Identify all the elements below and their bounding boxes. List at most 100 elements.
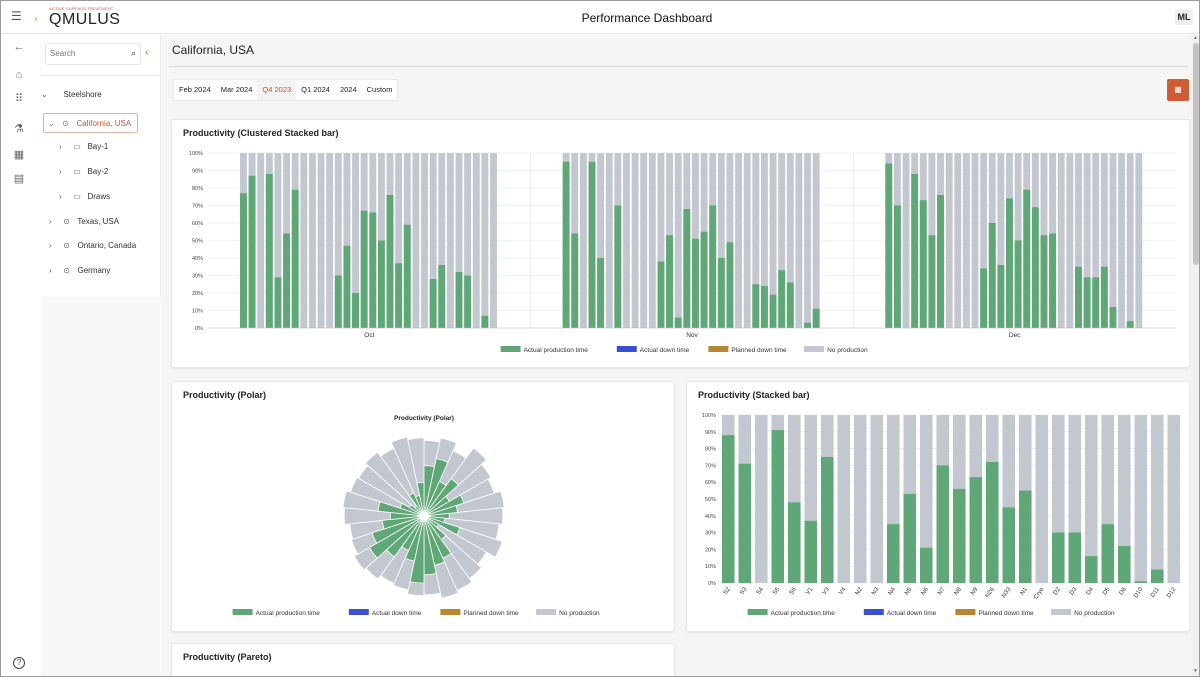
report-icon[interactable]: ▤: [13, 173, 25, 185]
bar-no-production: [326, 153, 334, 328]
tree-item-draws[interactable]: › ▭ Draws: [59, 187, 110, 207]
site-tree-panel: ⌕ ‹ ⌄ Steelshore ⌄ ⊙ California, USA › ▭…: [37, 35, 161, 676]
bar-actual-production: [1052, 532, 1065, 583]
bar-actual-production: [903, 493, 917, 583]
page-scrollbar[interactable]: ▲ ▼: [1191, 35, 1199, 676]
bar-actual-production: [1118, 546, 1131, 583]
x-tick-label: N7: [937, 586, 947, 596]
bar-no-production: [1100, 153, 1108, 328]
x-tick-label: D5: [1102, 586, 1112, 596]
tree-item-bay-1[interactable]: › ▭ Bay-1: [59, 137, 108, 157]
bar-actual-production: [343, 245, 351, 328]
bar-no-production: [455, 153, 463, 328]
y-tick-label: 80%: [192, 186, 203, 192]
tab-feb-2024[interactable]: Feb 2024: [179, 85, 211, 94]
tab-custom[interactable]: Custom: [366, 85, 393, 94]
folder-icon: ▭: [73, 142, 81, 151]
tree-item-texas[interactable]: › ⊙ Texas, USA: [49, 212, 119, 232]
x-tick-label: S3: [739, 586, 749, 596]
x-tick-label: N5: [904, 586, 914, 596]
bar-actual-production: [657, 261, 665, 328]
scroll-down-icon[interactable]: ▼: [1193, 668, 1198, 674]
y-tick-label: 0%: [708, 581, 716, 587]
help-icon[interactable]: ?: [13, 657, 25, 669]
chevron-down-icon[interactable]: ⌄: [48, 119, 55, 128]
polar-slice-actual-production: [368, 515, 425, 559]
bar-actual-production: [1100, 266, 1108, 328]
bar-no-production: [631, 153, 639, 328]
chevron-down-icon[interactable]: ⌄: [41, 90, 48, 99]
x-tick-label: S4: [756, 586, 766, 596]
back-arrow-icon[interactable]: ←: [13, 41, 25, 53]
tab-2024[interactable]: 2024: [339, 85, 357, 94]
clustered-bar-chart: 0% 10% 20% 30% 40% 50% 60% 70% 80% 90% 100% Oct Nov D…: [189, 151, 1176, 354]
bar-actual-production: [726, 242, 734, 328]
tree-item-ontario[interactable]: › ⊙ Ontario, Canada: [49, 236, 136, 256]
user-avatar[interactable]: ML: [1175, 9, 1193, 25]
chevron-right-icon[interactable]: ›: [49, 217, 52, 226]
x-tick-label: D12: [1166, 586, 1178, 599]
pareto-chart-card: Productivity (Pareto): [171, 643, 675, 676]
x-tick-label: V4: [838, 586, 848, 596]
bar-no-production: [1085, 415, 1098, 583]
chevron-right-icon[interactable]: ›: [59, 167, 62, 176]
bar-actual-production: [1126, 321, 1134, 328]
search-input[interactable]: [50, 49, 124, 58]
x-tick-label: D10: [1133, 586, 1145, 599]
tab-q1-2024[interactable]: Q1 2024: [301, 85, 330, 94]
bar-no-production: [786, 153, 794, 328]
tree-item-california[interactable]: ⌄ ⊙ California, USA: [43, 113, 139, 133]
polar-slice-actual-production: [423, 512, 450, 520]
x-tick-label: N26: [985, 586, 997, 599]
y-tick-label: 70%: [192, 204, 203, 210]
chevron-right-icon[interactable]: ›: [59, 192, 62, 201]
location-pin-icon: ⊙: [62, 119, 69, 128]
legend-label: Actual production time: [256, 610, 321, 617]
bar-actual-production: [274, 277, 282, 328]
x-tick-label: N9: [970, 586, 980, 596]
layout-grid-button[interactable]: ▦: [1167, 79, 1189, 101]
tab-mar-2024[interactable]: Mar 2024: [220, 85, 253, 94]
bar-actual-production: [804, 520, 818, 583]
logo[interactable]: ‹ ACTIVE SURFACE TREATMENT QMULUS: [35, 6, 125, 30]
scrollbar-thumb[interactable]: [1193, 43, 1199, 265]
tree-item-germany[interactable]: › ⊙ Germany: [49, 261, 110, 281]
y-tick-label: 90%: [192, 169, 203, 175]
search-box[interactable]: ⌕: [45, 43, 141, 65]
chevron-right-icon[interactable]: ›: [59, 142, 62, 151]
tree-item-bay-2[interactable]: › ▭ Bay-2: [59, 162, 108, 182]
bar-no-production: [980, 153, 988, 328]
bar-no-production: [317, 153, 325, 328]
tree-background: [41, 297, 161, 676]
bar-no-production: [648, 153, 656, 328]
tree-item-label: California, USA: [76, 119, 132, 128]
legend-label: No production: [559, 610, 600, 617]
card-title: Productivity (Polar): [183, 390, 267, 400]
home-icon[interactable]: ⌂: [15, 69, 23, 81]
tree-item-label: Germany: [77, 266, 111, 275]
tree-root-steelshore[interactable]: ⌄ Steelshore: [41, 85, 102, 105]
scroll-up-icon[interactable]: ▲: [1193, 35, 1198, 41]
bar-no-production: [795, 153, 803, 328]
collapse-panel-icon[interactable]: ‹: [145, 47, 149, 58]
bar-actual-production: [1075, 266, 1082, 328]
y-tick-label: 100%: [189, 151, 203, 157]
logo-tagline: ACTIVE SURFACE TREATMENT: [49, 6, 114, 11]
apps-grid-icon[interactable]: ⠿: [14, 93, 24, 105]
chevron-right-icon[interactable]: ›: [49, 266, 52, 275]
tree-divider: [41, 75, 159, 76]
top-bar: ☰ ‹ ACTIVE SURFACE TREATMENT QMULUS Perf…: [1, 1, 1199, 34]
bar-no-production: [1057, 153, 1065, 328]
x-tick-label: N33: [1001, 586, 1013, 599]
dashboard-icon[interactable]: ▦: [13, 149, 25, 161]
bar-actual-production: [997, 265, 1005, 328]
bar-no-production: [1134, 415, 1148, 583]
bar-actual-production: [562, 161, 570, 328]
menu-icon[interactable]: ☰: [11, 9, 22, 23]
y-tick-label: 40%: [705, 514, 716, 520]
bar-no-production: [579, 153, 587, 328]
lab-flask-icon[interactable]: ⚗: [14, 123, 24, 135]
search-icon[interactable]: ⌕: [130, 48, 136, 58]
tab-q4-2023[interactable]: Q4 2023: [257, 80, 297, 100]
chevron-right-icon[interactable]: ›: [49, 241, 52, 250]
